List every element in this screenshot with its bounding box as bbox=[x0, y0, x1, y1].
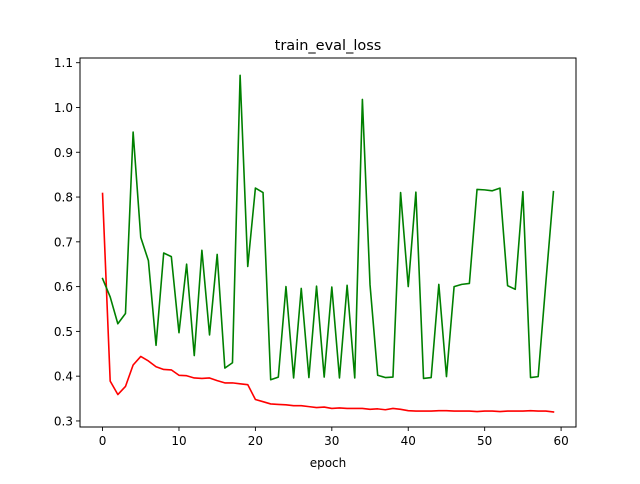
x-axis-label: epoch bbox=[310, 456, 347, 470]
series-line-0 bbox=[101, 192, 555, 413]
series-line-1 bbox=[101, 74, 555, 381]
series-layer bbox=[101, 74, 555, 413]
y-tick-label: 0.8 bbox=[54, 191, 73, 205]
x-axis-ticks: 0 10 20 30 40 50 60 bbox=[99, 427, 569, 448]
y-tick-label: 0.3 bbox=[54, 414, 73, 428]
y-tick-label: 0.4 bbox=[54, 370, 73, 384]
y-tick-label: 0.9 bbox=[54, 146, 73, 160]
x-tick-label: 0 bbox=[99, 434, 107, 448]
plot-frame bbox=[79, 57, 577, 428]
y-tick-label: 1.1 bbox=[54, 56, 73, 70]
x-tick-label: 30 bbox=[324, 434, 339, 448]
y-axis-ticks: 0.3 0.4 0.5 0.6 0.7 0.8 0.9 1.0 1.1 bbox=[54, 56, 80, 428]
x-tick-label: 40 bbox=[401, 434, 416, 448]
x-tick-label: 20 bbox=[248, 434, 263, 448]
chart-title: train_eval_loss bbox=[275, 38, 382, 54]
y-tick-label: 0.5 bbox=[54, 325, 73, 339]
x-tick-label: 10 bbox=[171, 434, 186, 448]
y-tick-label: 1.0 bbox=[54, 101, 73, 115]
y-tick-label: 0.6 bbox=[54, 280, 73, 294]
x-tick-label: 60 bbox=[553, 434, 568, 448]
x-tick-label: 50 bbox=[477, 434, 492, 448]
y-tick-label: 0.7 bbox=[54, 235, 73, 249]
